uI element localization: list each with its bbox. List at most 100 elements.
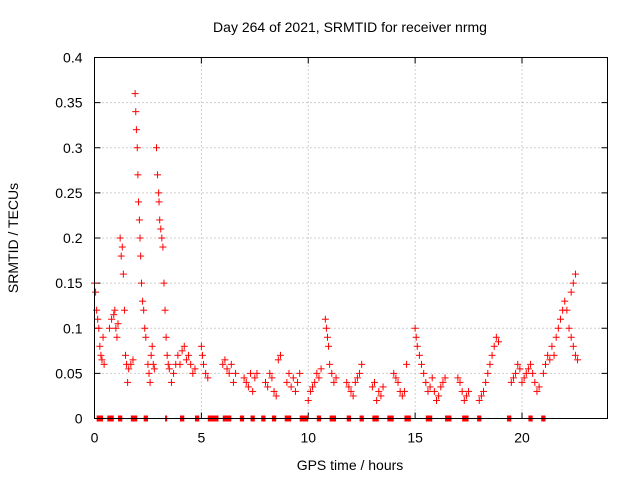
data-point [148, 342, 156, 350]
x-tick-label: 5 [197, 430, 205, 446]
data-point [321, 315, 329, 323]
data-point [548, 342, 556, 350]
y-tick-label: 0 [75, 411, 83, 427]
data-point [105, 324, 113, 332]
data-point [482, 378, 490, 386]
data-point [120, 306, 128, 314]
data-point [420, 369, 428, 377]
data-point [191, 365, 199, 373]
data-point [164, 360, 172, 368]
data-point [163, 351, 171, 359]
data-point [92, 288, 100, 296]
data-point [266, 369, 274, 377]
data-point [156, 216, 164, 224]
y-axis-label: SRMTID / TECUs [5, 183, 21, 293]
data-point [112, 324, 120, 332]
data-point [100, 360, 108, 368]
data-point [413, 342, 421, 350]
data-point [96, 342, 104, 350]
data-point [322, 324, 330, 332]
data-point [475, 396, 483, 404]
data-point [240, 374, 248, 382]
data-point [185, 351, 193, 359]
data-point [159, 243, 167, 251]
data-point [155, 198, 163, 206]
data-point [412, 333, 420, 341]
data-point [129, 356, 137, 364]
data-point [561, 297, 569, 305]
data-point [400, 387, 408, 395]
data-point [542, 360, 550, 368]
axis-ticks: 0 0.05 0.1 0.15 0.2 0.25 0.3 0.35 0.4 0 5 10 15 20 [55, 50, 608, 446]
data-point [539, 369, 547, 377]
data-point [377, 392, 385, 400]
data-point [121, 351, 129, 359]
data-point [127, 360, 135, 368]
data-point [114, 320, 122, 328]
data-point [170, 369, 178, 377]
data-point [95, 324, 103, 332]
data-point [232, 369, 240, 377]
data-point [242, 378, 250, 386]
y-tick-label: 0.35 [55, 95, 82, 111]
data-point [160, 279, 168, 287]
data-point [323, 333, 331, 341]
data-point [375, 387, 383, 395]
data-point [394, 378, 402, 386]
data-point [149, 360, 157, 368]
data-point [176, 360, 184, 368]
data-point [550, 351, 558, 359]
x-tick-label: 0 [91, 430, 99, 446]
data-point [141, 324, 149, 332]
data-point [349, 392, 357, 400]
data-point [124, 378, 132, 386]
data-point [546, 356, 554, 364]
data-point [520, 374, 528, 382]
data-point [433, 396, 440, 404]
data-point [514, 360, 522, 368]
data-point [554, 324, 562, 332]
data-point [544, 351, 552, 359]
data-point [108, 315, 116, 323]
data-point [197, 342, 205, 350]
data-point [167, 378, 175, 386]
data-point [460, 396, 468, 404]
data-point [140, 306, 148, 314]
data-point [435, 392, 443, 400]
data-point [131, 90, 139, 98]
data-point [134, 171, 142, 179]
data-point [379, 383, 387, 391]
data-point [458, 387, 466, 395]
data-point [117, 252, 125, 260]
x-axis-label: GPS time / hours [297, 457, 404, 473]
data-point [187, 360, 195, 368]
data-point [311, 378, 319, 386]
data-point [135, 216, 143, 224]
data-point [97, 351, 105, 359]
data-point [571, 351, 579, 359]
data-point [343, 378, 351, 386]
data-point [94, 315, 102, 323]
data-point [556, 315, 564, 323]
data-point [133, 144, 141, 152]
data-point [492, 333, 500, 341]
data-point [403, 360, 411, 368]
data-point [516, 365, 524, 373]
data-point [189, 369, 197, 377]
data-point [418, 360, 426, 368]
data-point [390, 369, 398, 377]
data-point [462, 392, 470, 400]
data-point [533, 387, 541, 395]
data-point [522, 369, 530, 377]
data-point [116, 234, 124, 242]
data-point [567, 333, 575, 341]
data-points [91, 90, 582, 404]
data-point [422, 378, 430, 386]
data-point [371, 378, 379, 386]
y-tick-label: 0.3 [63, 140, 83, 156]
data-point [180, 342, 188, 350]
data-point [135, 198, 143, 206]
data-point [552, 333, 560, 341]
data-point [161, 306, 169, 314]
data-point [356, 369, 364, 377]
